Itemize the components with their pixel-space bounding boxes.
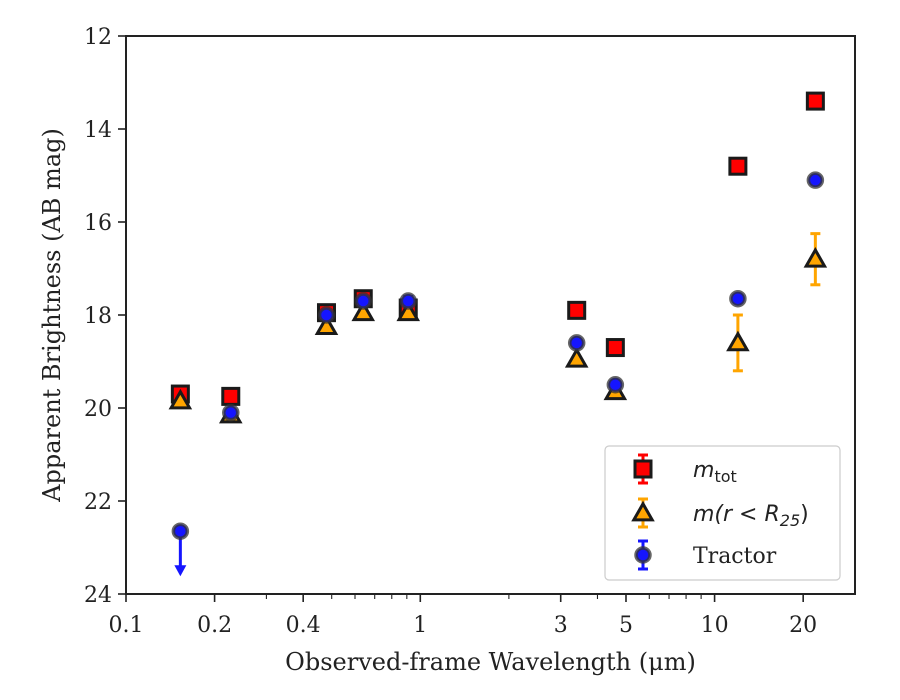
legend-item: Tractor [634, 539, 777, 571]
data-point-triangle [314, 314, 339, 336]
data-point-square [221, 386, 241, 406]
x-tick-label: 0.2 [197, 613, 232, 638]
data-point-square [728, 156, 748, 176]
data-point-circle [806, 171, 825, 189]
y-tick-label: 24 [84, 583, 112, 608]
x-axis-label: Observed-frame Wavelength (μm) [285, 648, 696, 676]
legend-marker-square [633, 459, 653, 479]
y-tick-label: 18 [84, 304, 112, 329]
data-point-triangle [396, 300, 421, 322]
data-point-triangle [564, 346, 589, 368]
legend-marker-triangle [631, 500, 655, 522]
data-point-square [567, 300, 587, 320]
legend-box [604, 445, 841, 581]
y-tick-label: 12 [84, 25, 112, 50]
upper-limit-arrow-head [174, 565, 187, 577]
x-tick-label: 1 [413, 613, 427, 638]
y-tick-label: 22 [84, 490, 112, 515]
axes: 0.1 0.2 0.4 1 3 5 10 20 12 14 16 18 20 22 24 [84, 25, 817, 638]
legend-label: m(r < R25) [693, 502, 809, 530]
y-tick-label: 14 [84, 118, 112, 143]
y-axis-label: Apparent Brightness (AB mag) [38, 128, 66, 503]
data-point-square [805, 91, 825, 111]
data-point-circle [222, 403, 240, 422]
legend-marker-circle [634, 546, 652, 564]
y-tick-label: 20 [84, 397, 112, 422]
data-point-circle [606, 376, 625, 394]
data-point-triangle [803, 246, 828, 268]
data-point-triangle [726, 330, 750, 352]
data-point-square [605, 338, 625, 358]
x-tick-label: 20 [789, 613, 817, 638]
data-marks [168, 91, 828, 577]
x-tick-label: 0.4 [286, 613, 321, 638]
plot-frame [125, 35, 856, 595]
data-point-circle [729, 289, 747, 308]
legend-item: mtot [633, 453, 737, 486]
series-square [170, 91, 825, 406]
series-circle [171, 171, 825, 577]
series-triangle [168, 232, 828, 424]
data-point-circle [171, 522, 190, 540]
x-tick-label: 3 [554, 613, 568, 638]
y-tick-label: 16 [84, 211, 112, 236]
data-point-circle [354, 292, 373, 310]
legend-item: m(r < R25) [631, 497, 809, 530]
data-point-circle [399, 292, 417, 310]
x-tick-label: 0.1 [109, 613, 144, 638]
data-point-triangle [168, 388, 193, 410]
x-tick-label: 10 [701, 613, 729, 638]
legend-label: mtot [693, 458, 737, 486]
legend: mtot m(r < R25) Tractor [604, 445, 841, 581]
legend-label: Tractor [693, 544, 777, 569]
x-tick-label: 5 [619, 613, 633, 638]
data-point-circle [317, 306, 336, 324]
data-point-triangle [351, 300, 376, 322]
data-point-circle [567, 334, 586, 352]
